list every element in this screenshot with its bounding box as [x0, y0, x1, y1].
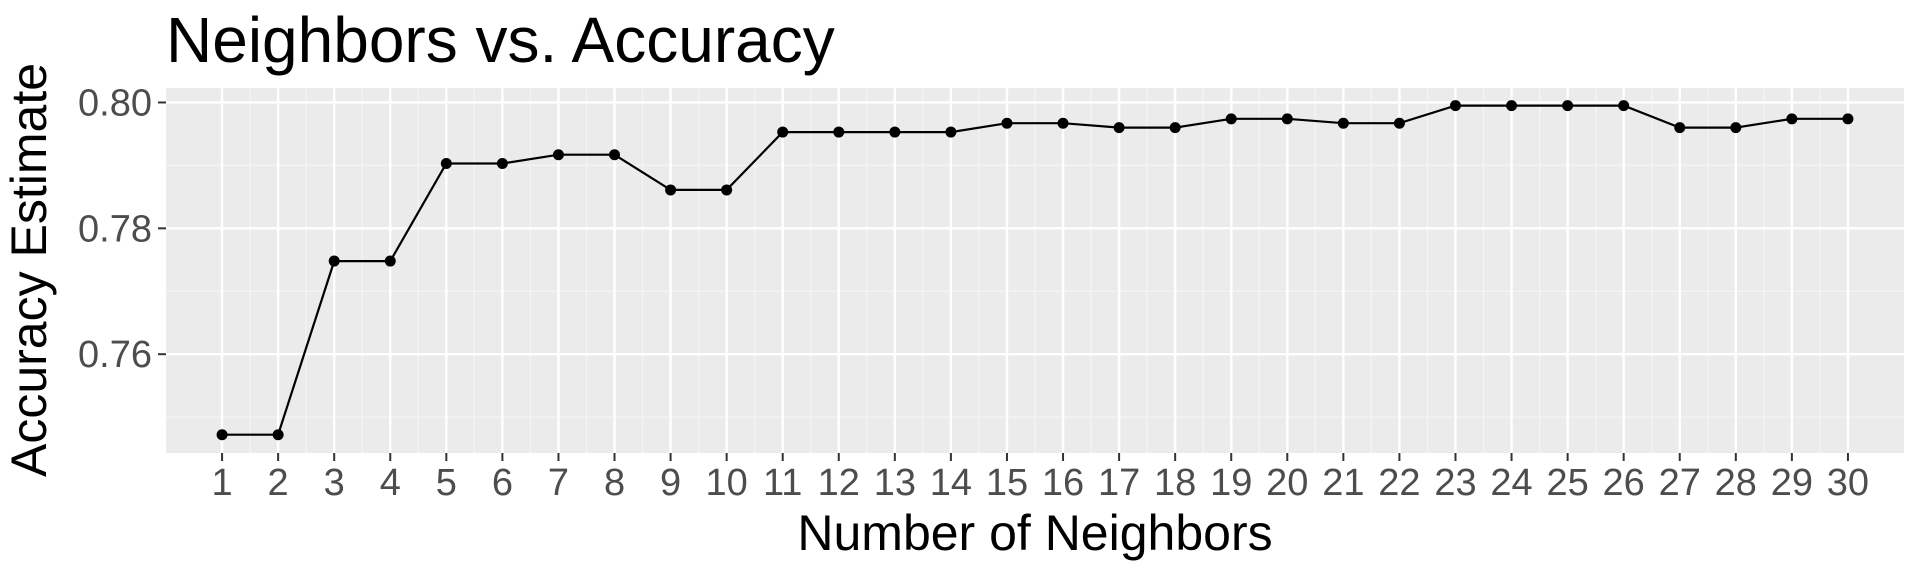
chart-title: Neighbors vs. Accuracy	[166, 4, 835, 76]
x-tick-label: 11	[763, 462, 802, 504]
accuracy-line	[222, 104, 1848, 436]
x-tick-label: 4	[380, 462, 401, 504]
data-point	[777, 126, 789, 138]
x-tick-label: 30	[1827, 462, 1869, 504]
data-point	[1674, 122, 1686, 134]
data-point	[384, 255, 396, 267]
x-tick-label: 22	[1378, 462, 1420, 504]
x-tick-label: 13	[874, 462, 916, 504]
data-point	[889, 126, 901, 138]
accuracy-series	[216, 100, 1854, 441]
data-point	[1786, 113, 1798, 125]
x-tick-label: 26	[1603, 462, 1645, 504]
x-tick-label: 5	[436, 462, 457, 504]
data-point	[1449, 100, 1461, 112]
data-point	[1842, 113, 1854, 125]
x-tick-label: 27	[1659, 462, 1701, 504]
x-tick-label: 7	[548, 462, 569, 504]
data-point	[945, 126, 957, 138]
data-point	[1506, 100, 1518, 112]
y-axis: 0.76 0.78 0.80	[78, 82, 166, 376]
x-tick-label: 24	[1490, 462, 1532, 504]
x-tick-label: 23	[1434, 462, 1476, 504]
x-tick-label: 21	[1322, 462, 1364, 504]
y-tick-label: 0.78	[78, 208, 152, 250]
minor-gridlines	[166, 88, 1904, 453]
x-tick-label: 17	[1098, 462, 1140, 504]
data-point	[1057, 117, 1069, 129]
x-tick-label: 20	[1266, 462, 1308, 504]
x-tick-label: 9	[660, 462, 681, 504]
x-tick-label: 2	[268, 462, 289, 504]
x-tick-label: 14	[930, 462, 972, 504]
x-tick-label: 25	[1546, 462, 1588, 504]
x-tick-label: 12	[818, 462, 860, 504]
major-gridlines	[166, 88, 1904, 453]
x-tick-label: 28	[1715, 462, 1757, 504]
data-point	[1281, 113, 1293, 125]
x-tick-label: 18	[1154, 462, 1196, 504]
y-tick-label: 0.76	[78, 334, 152, 376]
x-axis-title: Number of Neighbors	[797, 505, 1272, 561]
x-axis: 1 2 3 4 5 6 7 8 9 10 11 12 13 14 15 16 17 18 19 20 21 22 23 24 2…	[211, 453, 1869, 504]
data-point	[1113, 122, 1125, 134]
x-tick-label: 1	[211, 462, 232, 504]
y-axis-title: Accuracy Estimate	[1, 63, 57, 477]
x-tick-label: 19	[1210, 462, 1252, 504]
data-point	[216, 429, 228, 441]
data-point	[328, 255, 340, 267]
data-point	[1562, 100, 1574, 112]
x-tick-label: 6	[492, 462, 513, 504]
x-tick-label: 29	[1771, 462, 1813, 504]
data-point	[272, 429, 284, 441]
data-point	[609, 149, 621, 161]
y-tick-label: 0.80	[78, 82, 152, 124]
data-point	[496, 158, 508, 170]
x-tick-label: 8	[604, 462, 625, 504]
data-point	[1169, 122, 1181, 134]
data-point	[1730, 122, 1742, 134]
data-point	[1225, 113, 1237, 125]
data-point	[552, 149, 564, 161]
x-tick-label: 16	[1042, 462, 1084, 504]
data-point	[440, 158, 452, 170]
data-point	[1337, 117, 1349, 129]
data-point	[1393, 117, 1405, 129]
x-tick-label: 10	[706, 462, 748, 504]
x-tick-label: 15	[986, 462, 1028, 504]
data-point	[1001, 117, 1013, 129]
x-tick-label: 3	[324, 462, 345, 504]
data-point	[833, 126, 845, 138]
data-point	[721, 184, 733, 196]
data-point	[1618, 100, 1630, 112]
data-point	[665, 184, 677, 196]
